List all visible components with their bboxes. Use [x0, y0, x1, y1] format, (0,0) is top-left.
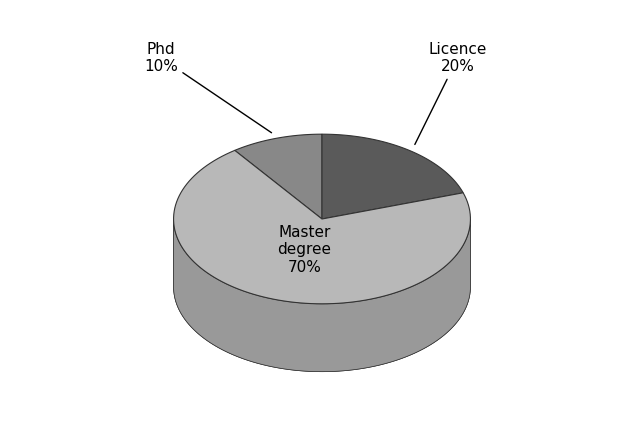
Polygon shape — [174, 219, 470, 372]
Polygon shape — [235, 134, 322, 219]
Text: Master
degree
70%: Master degree 70% — [278, 225, 332, 275]
Text: Licence
20%: Licence 20% — [415, 42, 487, 145]
Polygon shape — [322, 134, 463, 219]
Polygon shape — [174, 150, 470, 304]
Text: Phd
10%: Phd 10% — [144, 42, 272, 133]
Polygon shape — [174, 221, 470, 372]
